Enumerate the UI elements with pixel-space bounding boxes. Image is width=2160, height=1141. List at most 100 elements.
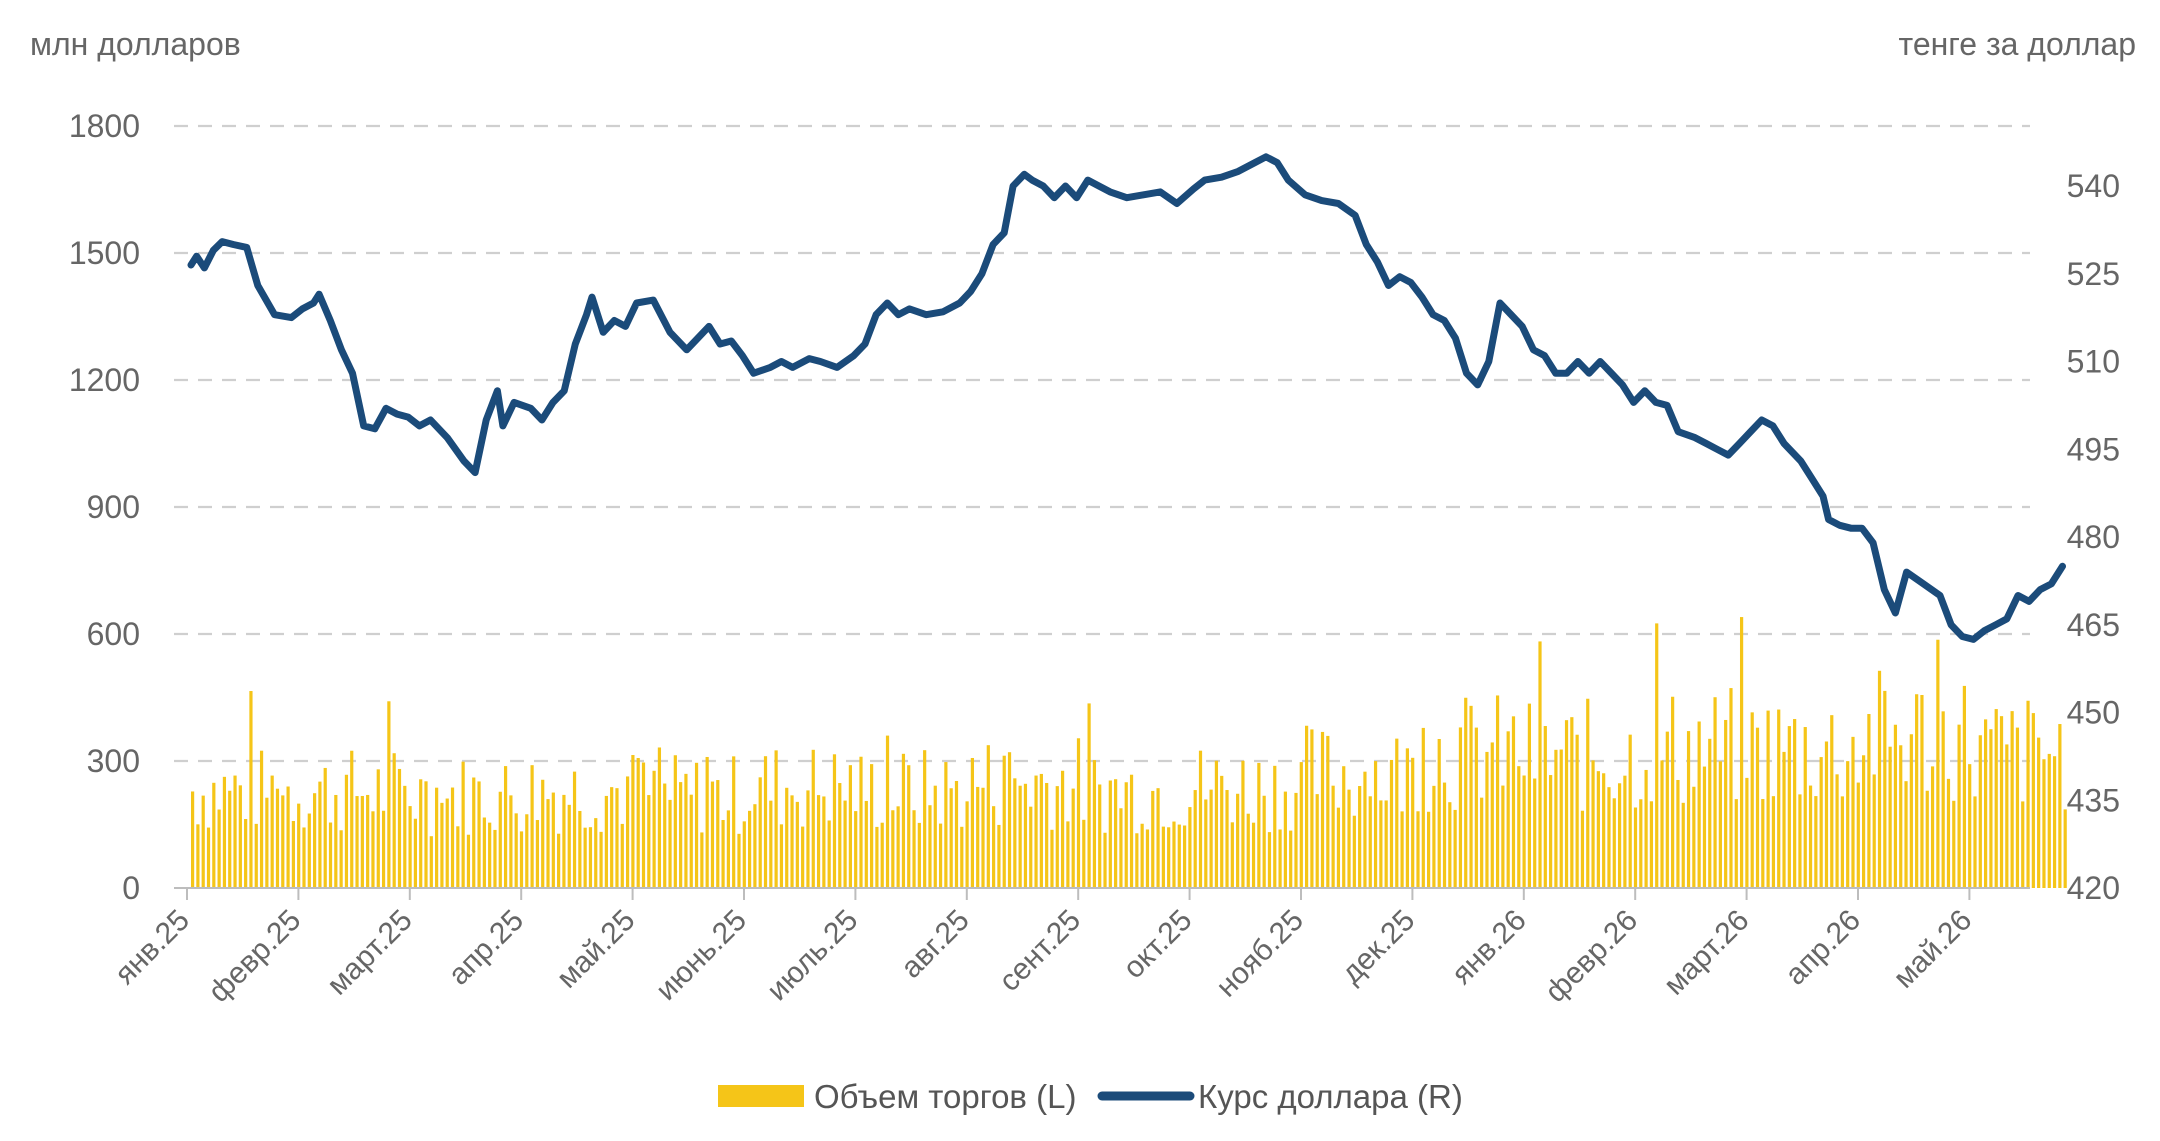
volume-bar <box>212 782 216 888</box>
volume-bar <box>196 824 200 888</box>
volume-bar <box>1777 709 1781 888</box>
volume-bar <box>355 796 359 888</box>
volume-bar <box>1787 726 1791 888</box>
volume-bar <box>1230 822 1234 888</box>
volume-bar <box>1182 825 1187 888</box>
volume-bar <box>1962 685 1966 888</box>
volume-bar <box>870 764 874 888</box>
legend-rate-label: Курс доллара (R) <box>1198 1078 1463 1115</box>
volume-bar <box>1575 734 1579 888</box>
volume-bar <box>291 820 295 888</box>
volume-bar <box>530 765 534 888</box>
volume-bar <box>960 826 964 888</box>
volume-bar <box>254 823 258 888</box>
exchange-rate-line-layer <box>187 153 2066 643</box>
volume-bar <box>1087 703 1091 888</box>
volume-bar <box>933 785 937 888</box>
volume-bar <box>1448 802 1452 888</box>
volume-bar <box>1761 799 1765 888</box>
volume-bar <box>1220 775 1224 888</box>
volume-bar <box>1671 696 1675 888</box>
volume-bar <box>1331 785 1335 888</box>
volume-bar <box>228 790 232 888</box>
volume-bar <box>562 794 566 888</box>
volume-bar <box>737 833 741 888</box>
volume-bar <box>1745 777 1749 888</box>
right-tick-label: 435 <box>2067 782 2120 818</box>
volume-bar <box>201 795 205 888</box>
volume-bar <box>721 820 725 888</box>
volume-bar <box>1713 697 1717 888</box>
volume-bar <box>647 795 651 888</box>
volume-bar <box>1549 775 1553 888</box>
volume-bar <box>472 777 476 888</box>
volume-bar <box>435 787 439 888</box>
volume-bar <box>1129 774 1134 888</box>
volume-bar <box>1474 727 1478 888</box>
month-label: февр.25 <box>202 904 307 1009</box>
volume-bar <box>769 800 773 888</box>
volume-bar <box>854 811 858 888</box>
grid-layer <box>174 124 2030 763</box>
volume-bar <box>1267 832 1272 888</box>
volume-bar <box>1299 762 1303 888</box>
volume-bar <box>1114 779 1118 888</box>
volume-bar <box>1352 815 1356 888</box>
volume-bar <box>270 775 274 888</box>
volume-bar <box>1686 731 1691 888</box>
volume-bar <box>1766 710 1770 888</box>
volume-bar <box>1458 727 1463 888</box>
volume-bar <box>1676 779 1680 888</box>
volume-bar <box>954 780 959 888</box>
volume-bar <box>466 834 471 888</box>
volume-bar <box>657 747 662 888</box>
volume-bar <box>376 769 380 888</box>
volume-bar <box>541 779 545 888</box>
left-tick-label: 1200 <box>69 362 140 398</box>
left-tick-label: 0 <box>122 870 140 906</box>
volume-bar <box>1692 786 1696 888</box>
volume-bar <box>684 773 688 888</box>
volume-bar <box>859 756 863 888</box>
volume-bar <box>1628 734 1632 888</box>
volume-bar <box>1936 639 1940 888</box>
volume-bar <box>1984 719 1988 888</box>
volume-bar <box>620 823 624 888</box>
volume-bar <box>1724 719 1728 888</box>
volume-bar <box>578 810 582 888</box>
volume-bar <box>307 813 311 888</box>
volume-bar <box>1957 724 1961 888</box>
volume-bar <box>1225 790 1229 888</box>
volume-bar <box>450 787 455 888</box>
volume-bar <box>313 793 317 888</box>
right-tick-label: 480 <box>2067 519 2120 555</box>
volume-bar <box>689 794 693 888</box>
volume-bar <box>222 776 227 888</box>
volume-bar <box>1617 783 1622 888</box>
legend: Объем торгов (L) Курс доллара (R) <box>718 1078 1463 1115</box>
volume-bar <box>297 803 301 888</box>
volume-bar <box>1437 739 1441 888</box>
volume-bar <box>509 795 513 888</box>
volume-bar <box>779 824 784 888</box>
volume-bar <box>525 814 529 888</box>
volume-bar <box>1188 807 1192 888</box>
volume-bar <box>1294 792 1298 888</box>
month-label: дек.25 <box>1335 904 1421 990</box>
volume-bar <box>1305 725 1309 888</box>
volume-bar <box>1060 770 1065 888</box>
volume-bar <box>885 735 890 888</box>
volume-bar <box>679 782 683 888</box>
volume-bar <box>843 800 847 888</box>
volume-bar <box>1257 762 1261 888</box>
volume-bar <box>1920 695 1924 888</box>
volume-bar <box>1750 712 1754 888</box>
volume-bar <box>1840 796 1844 888</box>
volume-bar <box>716 780 720 888</box>
volume-bar <box>1655 623 1659 888</box>
month-label: апр.26 <box>1779 904 1867 992</box>
volume-bar <box>615 788 619 888</box>
volume-bar <box>2037 737 2041 888</box>
volume-bar <box>572 771 577 888</box>
